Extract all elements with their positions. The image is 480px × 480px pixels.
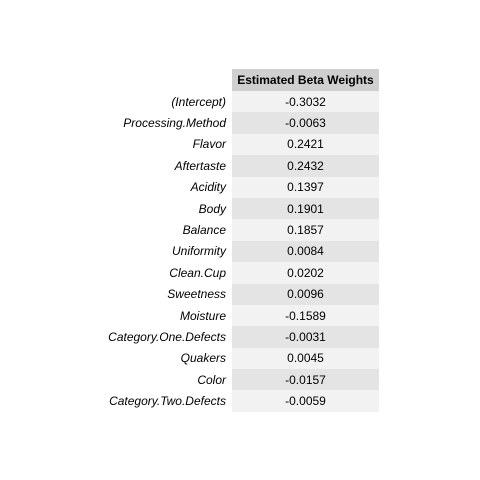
row-value: 0.2432 — [232, 155, 379, 177]
row-value: 0.1397 — [232, 176, 379, 198]
table-row: Quakers 0.0045 — [0, 347, 480, 370]
table-row: Color -0.0157 — [0, 369, 480, 391]
table-row: (Intercept) -0.3032 — [0, 91, 480, 113]
row-value: 0.0084 — [232, 240, 379, 263]
row-value: -0.0031 — [232, 326, 379, 348]
row-label: Processing.Method — [123, 116, 226, 131]
row-value: -0.0059 — [232, 390, 379, 412]
row-label: Color — [197, 372, 226, 387]
row-value: 0.0096 — [232, 283, 379, 305]
table-row: Uniformity 0.0084 — [0, 240, 480, 263]
row-value: -0.0063 — [232, 112, 379, 134]
table-row: Flavor 0.2421 — [0, 133, 480, 156]
beta-weights-table: Estimated Beta Weights (Intercept) -0.30… — [0, 69, 480, 412]
table-row: Sweetness 0.0096 — [0, 283, 480, 305]
table-row: Acidity 0.1397 — [0, 176, 480, 198]
row-value: 0.2421 — [232, 133, 379, 156]
row-label: Flavor — [192, 137, 226, 152]
table-body: (Intercept) -0.3032 Processing.Method -0… — [0, 91, 480, 412]
row-value: -0.0157 — [232, 369, 379, 391]
row-label: Sweetness — [167, 287, 226, 302]
row-label: Acidity — [190, 180, 226, 195]
row-label: Aftertaste — [174, 158, 226, 173]
row-value: 0.0045 — [232, 347, 379, 370]
row-value: -0.1589 — [232, 304, 379, 327]
table-row: Moisture -0.1589 — [0, 304, 480, 327]
row-label: Clean.Cup — [169, 265, 226, 280]
table-header-row: Estimated Beta Weights — [0, 69, 480, 91]
row-label: Category.Two.Defects — [109, 394, 226, 409]
table-row: Aftertaste 0.2432 — [0, 155, 480, 177]
row-value: 0.0202 — [232, 262, 379, 284]
row-label: Balance — [182, 223, 226, 238]
table-row: Clean.Cup 0.0202 — [0, 262, 480, 284]
row-value: 0.1901 — [232, 197, 379, 220]
table-row: Balance 0.1857 — [0, 219, 480, 241]
table-row: Body 0.1901 — [0, 197, 480, 220]
header-spacer — [0, 69, 232, 91]
row-label: Uniformity — [171, 244, 226, 259]
table-row: Processing.Method -0.0063 — [0, 112, 480, 134]
row-label: (Intercept) — [171, 94, 226, 109]
table-row: Category.One.Defects -0.0031 — [0, 326, 480, 348]
row-label: Quakers — [180, 351, 226, 366]
table-row: Category.Two.Defects -0.0059 — [0, 390, 480, 412]
row-value: 0.1857 — [232, 219, 379, 241]
row-value: -0.3032 — [232, 91, 379, 113]
column-header: Estimated Beta Weights — [232, 69, 379, 91]
row-label: Category.One.Defects — [108, 329, 226, 344]
row-label: Body — [198, 201, 226, 216]
row-label: Moisture — [179, 308, 226, 323]
